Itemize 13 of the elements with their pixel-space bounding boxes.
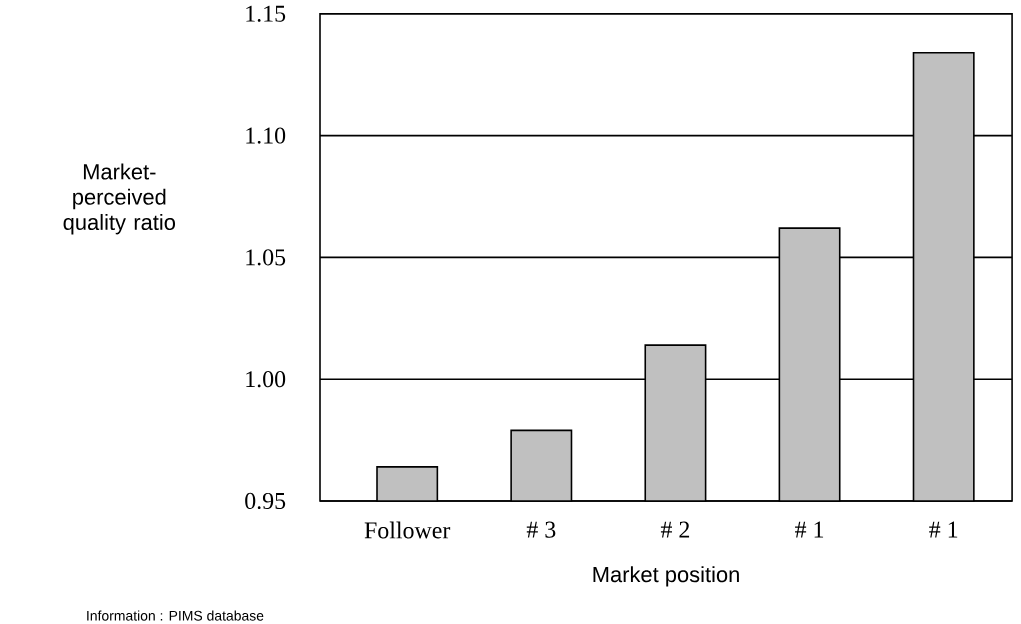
y-tick-label: 1.10 [246,127,286,144]
y-tick-label: 1.05 [246,249,286,266]
text: Information : PIMS database [87,610,264,621]
x-tick-label: # 1 [929,521,958,538]
x-tick-label: # 3 [526,521,556,538]
x-axis-title: Market position [593,566,739,587]
y-tick-label: 1.15 [246,5,286,22]
x-tick-label: # 1 [795,521,824,538]
x-tick-label: Follower [364,521,451,539]
x-tick-label: # 2 [660,521,690,538]
y-tick-label: 0.95 [245,492,286,510]
y-axis-title: Market-perceived quality ratio [63,163,176,235]
y-tick-label: 1.00 [246,371,286,388]
